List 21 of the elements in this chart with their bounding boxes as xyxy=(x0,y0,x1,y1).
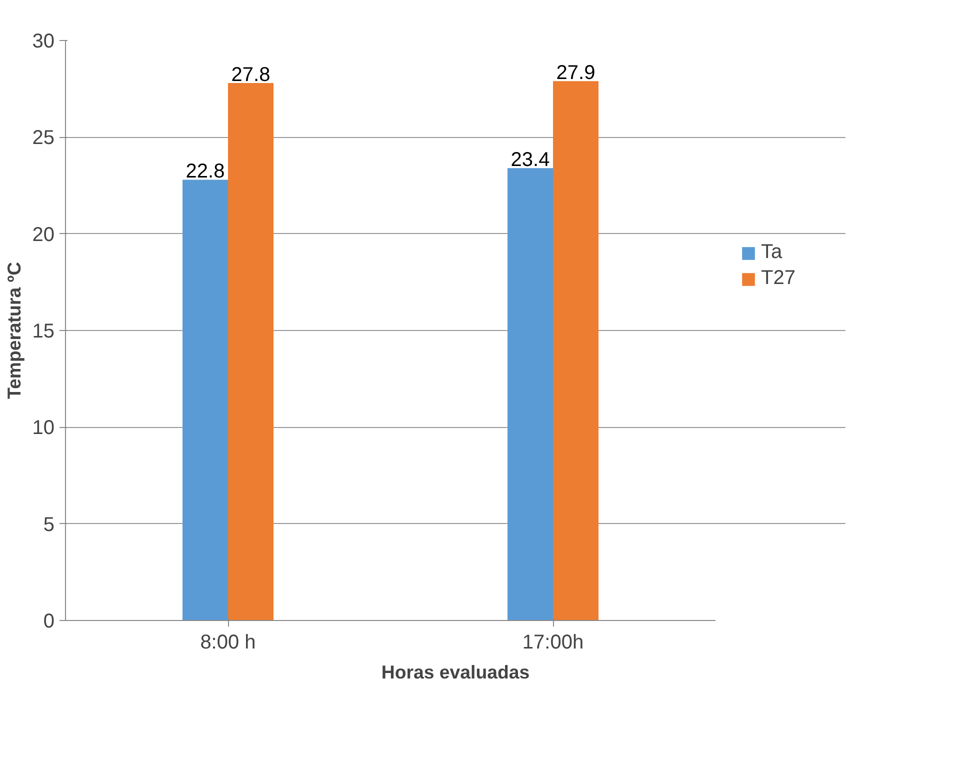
x-tick-label: 8:00 h xyxy=(200,632,256,654)
legend-label: Ta xyxy=(761,241,782,264)
y-tick-label: 15 xyxy=(32,320,55,342)
data-label: 27.8 xyxy=(231,64,270,86)
x-tick-label: 17:00h xyxy=(522,632,584,654)
legend-label: T27 xyxy=(761,267,796,290)
bar xyxy=(553,81,598,620)
y-tick-label: 20 xyxy=(32,224,55,246)
y-axis-title: Temperatura ºC xyxy=(3,262,24,400)
data-label: 22.8 xyxy=(186,160,225,183)
bar xyxy=(228,83,274,620)
data-label: 27.9 xyxy=(556,62,596,84)
bar xyxy=(508,168,553,620)
y-tick-label: 30 xyxy=(32,30,55,52)
y-tick-label: 10 xyxy=(32,417,55,440)
bar xyxy=(182,180,228,620)
data-label: 23.4 xyxy=(510,149,550,172)
y-tick-label: 5 xyxy=(43,514,54,536)
y-tick-label: 0 xyxy=(43,610,54,632)
x-axis-title: Horas evaluadas xyxy=(381,662,530,682)
y-tick-label: 25 xyxy=(32,127,55,150)
